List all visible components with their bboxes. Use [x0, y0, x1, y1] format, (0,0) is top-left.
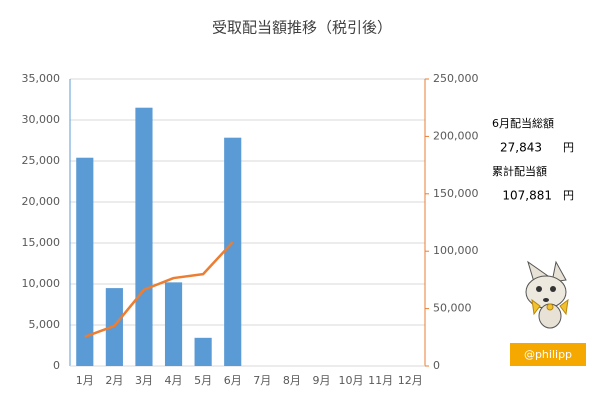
x-tick-label: 2月	[105, 374, 123, 387]
x-tick-label: 12月	[398, 374, 423, 387]
summary-unit: 円	[563, 189, 574, 202]
x-tick-label: 3月	[135, 374, 153, 387]
badge-box	[510, 343, 586, 366]
y2-tick-label: 250,000	[433, 72, 479, 85]
y2-tick-label: 200,000	[433, 129, 479, 142]
bar	[135, 107, 153, 366]
summary-value: 27,843	[500, 141, 542, 155]
y-tick-label: 0	[53, 359, 60, 372]
y2-tick-label: 150,000	[433, 187, 479, 200]
x-tick-label: 5月	[194, 374, 212, 387]
summary-label: 6月配当総額	[492, 116, 554, 130]
x-tick-label: 1月	[76, 374, 94, 387]
x-tick-label: 7月	[253, 374, 271, 387]
x-tick-label: 8月	[283, 374, 301, 387]
plot-area: 0 5,000 10,000 15,000 20,000 25,000 30,000 35,0…	[22, 72, 479, 387]
y2-tick-label: 50,000	[433, 302, 472, 315]
y-tick-label: 15,000	[22, 236, 61, 249]
y-tick-label: 20,000	[22, 195, 61, 208]
y2-tick-label: 100,000	[433, 244, 479, 257]
y-tick-label: 30,000	[22, 113, 61, 126]
y-tick-label: 5,000	[29, 318, 61, 331]
x-tick-label: 11月	[368, 374, 393, 387]
line	[84, 241, 234, 339]
x-tick-label: 10月	[339, 374, 364, 387]
chart-title: 受取配当額推移（税引後）	[212, 19, 392, 37]
cat-illustration	[525, 260, 569, 329]
badge-text: @philipp	[524, 348, 572, 361]
y2-tick-label: 0	[433, 359, 440, 372]
x-tick-label: 6月	[224, 374, 242, 387]
y-tick-label: 35,000	[22, 72, 61, 85]
summary-value: 107,881	[502, 189, 552, 203]
summary-unit: 円	[563, 141, 574, 154]
x-tick-label: 4月	[165, 374, 183, 387]
bar	[164, 282, 183, 366]
bar	[194, 337, 212, 366]
summary-label: 累計配当額	[492, 164, 547, 178]
y-tick-label: 10,000	[22, 277, 61, 290]
bar	[76, 157, 94, 366]
y-tick-label: 25,000	[22, 154, 61, 167]
x-tick-label: 9月	[312, 374, 330, 387]
bar	[224, 137, 242, 366]
